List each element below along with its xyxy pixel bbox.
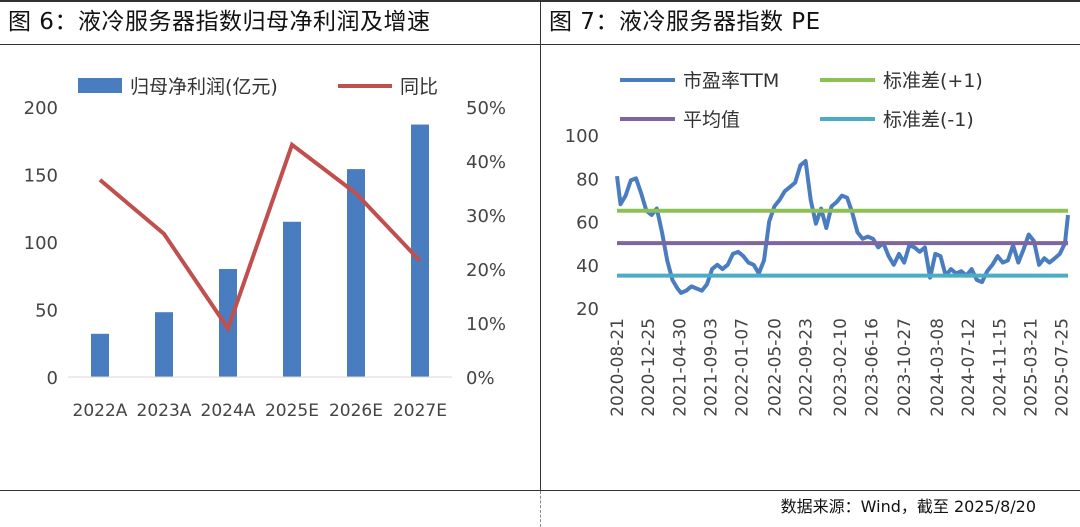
y2-tick-label: 10%	[466, 314, 506, 335]
pe-line	[615, 159, 1070, 295]
x-tick-label: 2025E	[265, 401, 319, 421]
x-tick-label: 2025-07-25	[1053, 318, 1073, 417]
y-tick-label: 50	[35, 301, 58, 322]
x-tick-label: 2022-05-20	[765, 318, 785, 417]
x-tick-label: 2023-06-16	[862, 318, 882, 417]
y-tick-label: 0	[47, 368, 58, 389]
bar-2023A	[155, 312, 173, 377]
right-chart-title: 图 7：液冷服务器指数 PE	[549, 9, 821, 35]
x-tick-label: 2021-09-03	[701, 318, 721, 417]
y-tick-label: 100	[565, 126, 599, 147]
x-tick-label: 2022A	[73, 401, 128, 421]
right-title-bar: 图 7：液冷服务器指数 PE	[541, 0, 1080, 45]
x-tick-label: 2024A	[201, 401, 256, 421]
x-tick-label: 2023-10-27	[895, 318, 915, 417]
x-tick-label: 2020-12-25	[639, 318, 659, 417]
x-tick-label: 2026E	[329, 401, 383, 421]
x-tick-label: 2027E	[393, 401, 447, 421]
y2-tick-label: 30%	[466, 206, 506, 227]
x-tick-label: 2021-04-30	[670, 318, 690, 417]
legend-label-bar: 归母净利润(亿元)	[130, 76, 278, 98]
y2-tick-label: 40%	[466, 152, 506, 173]
left-title-bar: 图 6：液冷服务器指数归母净利润及增速	[0, 0, 540, 45]
y-tick-label: 150	[24, 166, 58, 187]
x-tick-label: 2020-08-21	[608, 318, 628, 417]
y-tick-label: 40	[576, 256, 599, 277]
source-note: 数据来源：Wind，截至 2025/8/20	[780, 497, 1036, 516]
y2-tick-label: 20%	[466, 260, 506, 281]
left-chart: 0 50 100 150 200 0% 10% 20% 30% 40% 50% 2022A 2023A 2…	[24, 76, 506, 421]
x-tick-label: 2024-11-15	[990, 318, 1010, 417]
right-chart: 20 40 60 80 100 2020-08-21 2020-12-25 2021-04-3…	[565, 70, 1073, 417]
bottom-rule	[0, 490, 1080, 491]
right-panel: 图 7：液冷服务器指数 PE 20 40 60 80 100 2020-08-21 2020…	[541, 0, 1080, 490]
y-tick-label: 20	[576, 299, 599, 320]
y2-tick-label: 0%	[466, 368, 495, 389]
bar-2027E	[411, 124, 429, 377]
x-tick-label: 2024-03-08	[928, 318, 948, 417]
legend-mean-label: 平均值	[683, 109, 740, 131]
legend-swatch-bar	[78, 78, 122, 93]
left-panel: 图 6：液冷服务器指数归母净利润及增速 0 50 100 150 200 0% 10% 20%…	[0, 0, 540, 490]
x-tick-label: 2022-01-07	[733, 318, 753, 417]
x-tick-label: 2022-09-23	[797, 318, 817, 417]
legend-label-line: 同比	[400, 76, 438, 98]
x-tick-label: 2025-03-21	[1021, 318, 1041, 417]
y-tick-label: 60	[576, 213, 599, 234]
bar-2022A	[91, 333, 109, 377]
y2-tick-label: 50%	[466, 98, 506, 119]
left-chart-title: 图 6：液冷服务器指数归母净利润及增速	[8, 9, 431, 35]
y-tick-label: 200	[24, 98, 58, 119]
bar-2025E	[283, 221, 301, 377]
x-tick-label: 2023A	[137, 401, 192, 421]
legend-pe-label: 市盈率TTM	[683, 70, 779, 92]
x-tick-label: 2023-02-10	[831, 318, 851, 417]
panel-divider	[540, 0, 541, 490]
bar-2026E	[347, 169, 365, 377]
legend-std-plus-label: 标准差(+1)	[883, 70, 983, 92]
growth-line	[98, 141, 422, 333]
legend-std-minus-label: 标准差(-1)	[883, 109, 974, 131]
bottom-dash-divider	[540, 491, 541, 527]
y-tick-label: 100	[24, 233, 58, 254]
y-tick-label: 80	[576, 169, 599, 190]
x-tick-label: 2024-07-12	[959, 318, 979, 417]
